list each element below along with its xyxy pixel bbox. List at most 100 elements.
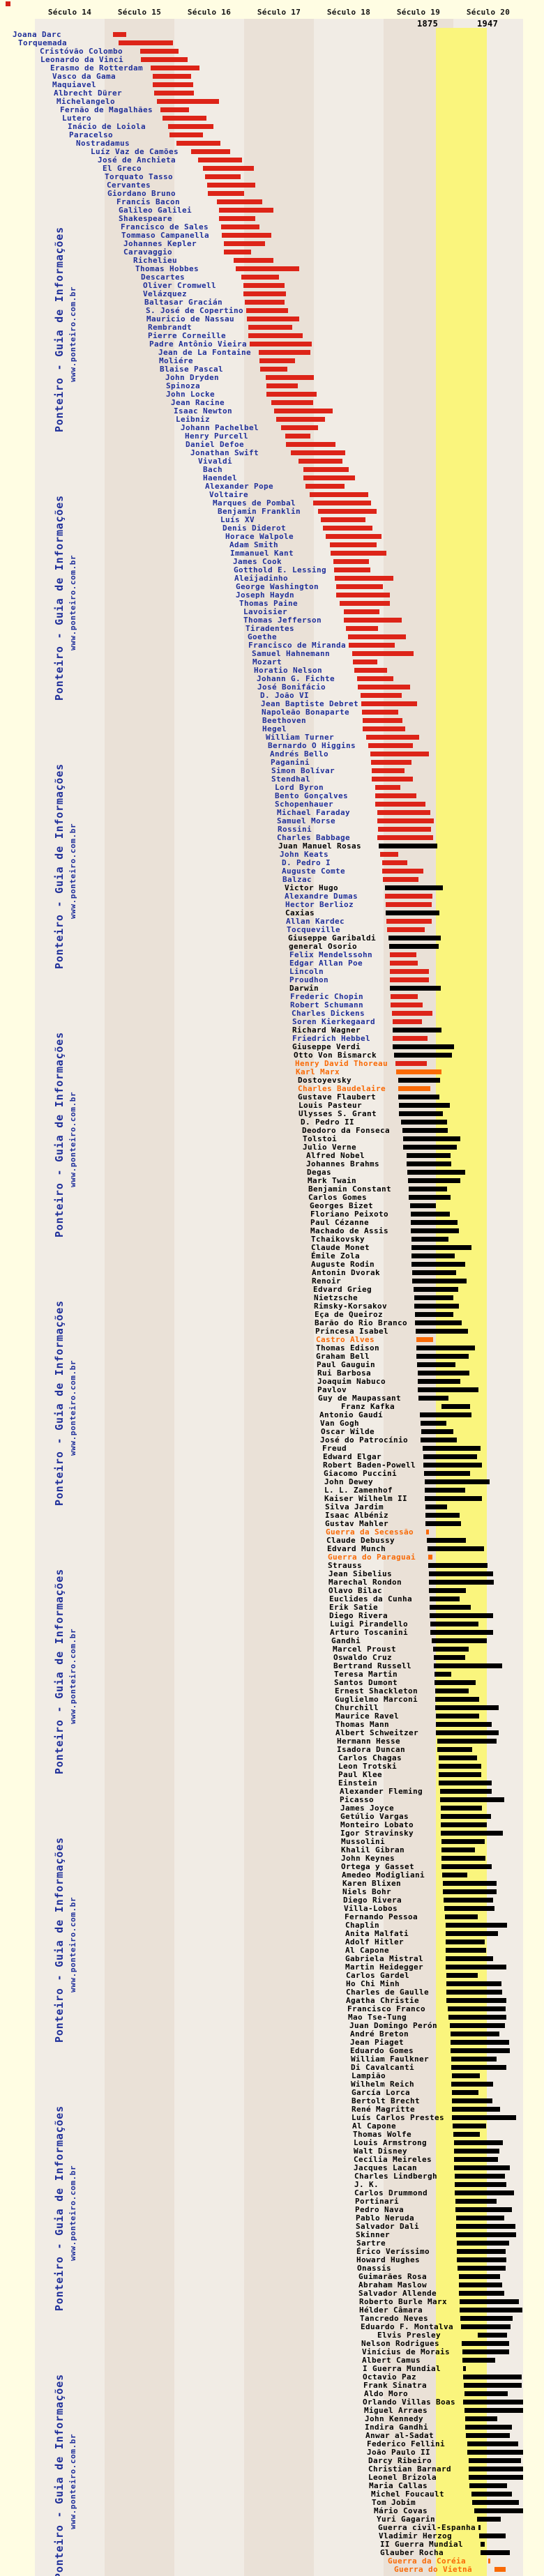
person-name: I Guerra Mundial <box>363 2364 441 2373</box>
lifespan-bar <box>418 1396 448 1401</box>
person-name: Diego Rivera <box>343 1896 402 1905</box>
lifespan-bar <box>259 358 295 363</box>
person-name: Eça de Queiroz <box>315 1310 384 1319</box>
lifespan-bar <box>352 651 414 656</box>
person-name: Jonathan Swift <box>190 448 259 457</box>
person-name: Strauss <box>328 1561 363 1570</box>
lifespan-bar <box>119 40 173 45</box>
lifespan-bar <box>207 183 255 188</box>
person-name: Franz Kafka <box>341 1402 395 1411</box>
person-name: Walt Disney <box>354 2147 408 2156</box>
person-name: Balzac <box>282 875 312 884</box>
lifespan-bar <box>393 1036 428 1041</box>
lifespan-bar <box>429 1571 493 1576</box>
lifespan-bar <box>452 2073 480 2078</box>
lifespan-bar <box>358 685 410 689</box>
lifespan-bar <box>448 2015 506 2020</box>
lifespan-bar <box>336 584 383 589</box>
lifespan-bar <box>478 2525 481 2530</box>
person-name: Inácio de Loiola <box>68 122 146 131</box>
lifespan-bar <box>346 626 378 631</box>
lifespan-bar <box>224 241 265 246</box>
person-name: Charles Dickens <box>292 1009 365 1018</box>
lifespan-bar <box>281 425 318 430</box>
person-name: Henry David Thoreau <box>295 1059 388 1068</box>
lifespan-bar <box>407 1170 465 1175</box>
person-name: Fernando Pessoa <box>345 1912 418 1921</box>
person-name: Agatha Christie <box>346 1996 420 2005</box>
person-name: Luís XV <box>220 515 255 524</box>
person-name: Francisco de Sales <box>121 222 209 231</box>
lifespan-bar <box>478 2333 507 2338</box>
lifespan-bar <box>466 2433 510 2438</box>
lifespan-bar <box>393 1019 422 1024</box>
person-name: Benjamin Constant <box>308 1184 392 1194</box>
lifespan-bar <box>411 1237 448 1242</box>
person-name: Joaquim Nabuco <box>317 1377 386 1386</box>
watermark-site-url: www.ponteiro.com.br <box>68 1091 77 1187</box>
person-name: Martin Heidegger <box>345 1963 424 1972</box>
person-name: Villa-Lobos <box>344 1904 398 1913</box>
person-name: Bach <box>203 465 223 474</box>
person-name: Louis Pasteur <box>299 1101 363 1110</box>
lifespan-bar <box>234 258 273 263</box>
lifespan-bar <box>464 2383 522 2388</box>
lifespan-bar <box>455 2207 512 2212</box>
person-name: Edward Elgar <box>323 1452 382 1461</box>
person-name: Thomas Hobbes <box>135 264 199 273</box>
person-name: Allan Kardec <box>286 917 345 926</box>
lifespan-bar <box>411 1253 455 1258</box>
person-name: Guerra civil-Espanha <box>378 2523 476 2532</box>
lifespan-bar <box>370 752 429 756</box>
lifespan-bar <box>318 509 377 514</box>
lifespan-bar <box>441 1831 503 1836</box>
lifespan-bar <box>488 2559 490 2563</box>
person-name: John Dewey <box>324 1477 374 1486</box>
person-name: Luís Carlos Prestes <box>352 2113 445 2122</box>
person-name: Freud <box>322 1444 347 1453</box>
watermark-site-name: Ponteiro - Guia de Informações <box>53 763 66 969</box>
person-name: Bertolt Brecht <box>352 2096 421 2105</box>
lifespan-bar <box>467 2450 523 2455</box>
person-name: Pablo Neruda <box>356 2213 415 2223</box>
lifespan-bar <box>291 450 345 455</box>
person-name: García Lorca <box>352 2088 411 2097</box>
person-name: Van Gogh <box>320 1419 360 1428</box>
person-name: Darwin <box>289 984 319 993</box>
person-name: James Joyce <box>340 1804 395 1813</box>
person-name: Shakespeare <box>119 214 173 223</box>
person-name: Padre Antônio Vieira <box>149 340 248 349</box>
lifespan-bar <box>321 517 365 522</box>
lifespan-bar <box>436 1722 492 1727</box>
person-name: Glauber Rocha <box>380 2548 444 2557</box>
lifespan-bar <box>375 793 416 798</box>
lifespan-bar <box>439 1772 481 1777</box>
lifespan-bar <box>354 668 387 673</box>
lifespan-bar <box>459 2291 504 2296</box>
person-name: Juan Manuel Rosas <box>278 841 362 851</box>
lifespan-bar <box>465 2416 497 2421</box>
person-name: Graham Bell <box>316 1352 370 1361</box>
person-name: Guerra do Vietnã <box>394 2565 473 2574</box>
lifespan-bar <box>140 49 179 54</box>
person-name: Otto Von Bismarck <box>294 1051 377 1060</box>
person-name: Guerra da Coréia <box>388 2556 467 2566</box>
person-name: John Keats <box>280 850 329 859</box>
lifespan-bar <box>458 2266 506 2271</box>
lifespan-bar <box>371 760 411 765</box>
person-name: Teresa Martin <box>334 1670 398 1679</box>
lifespan-bar <box>363 726 405 731</box>
lifespan-bar <box>446 1965 506 1969</box>
person-name: Rembrandt <box>148 323 192 332</box>
lifespan-bar <box>435 1705 499 1710</box>
person-name: Salvador Allende <box>358 2289 437 2298</box>
lifespan-bar <box>411 1228 459 1233</box>
lifespan-bar <box>399 1103 450 1108</box>
lifespan-bar <box>461 2324 511 2329</box>
person-name: John Keynes <box>341 1854 395 1863</box>
lifespan-bar <box>246 308 288 313</box>
person-name: Castro Alves <box>316 1335 375 1344</box>
lifespan-bar <box>386 919 432 924</box>
watermark-site-name: Ponteiro - Guia de Informações <box>53 1032 66 1237</box>
lifespan-bar <box>446 1939 485 1944</box>
